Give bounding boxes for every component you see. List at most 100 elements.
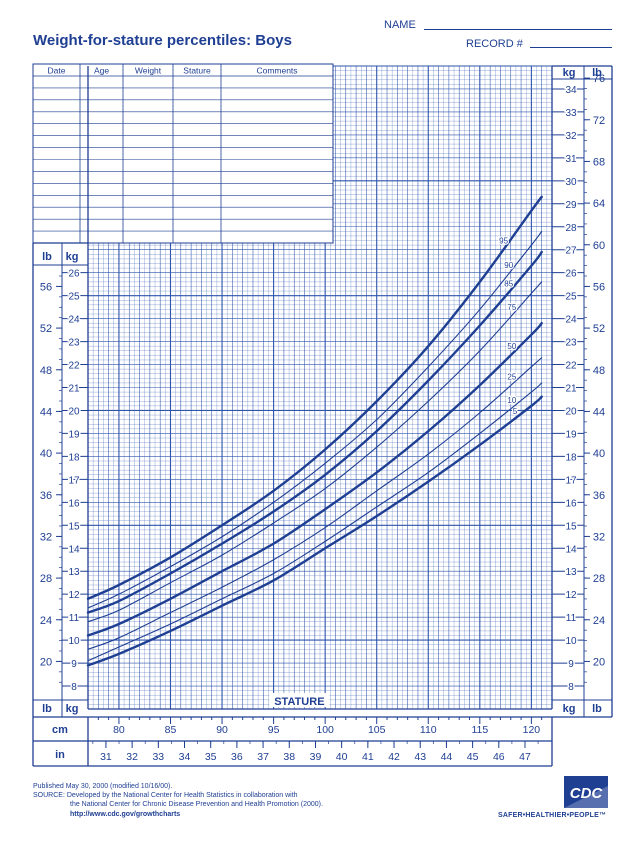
in-tick-label: 43 <box>414 751 426 763</box>
percentile-label-p95: 95 <box>499 236 508 245</box>
left-lb-tick-label: 28 <box>40 573 52 585</box>
cm-tick-label: 110 <box>420 724 437 736</box>
left-lb-tick-label: 48 <box>40 365 52 377</box>
record-table-header-date: Date <box>48 66 66 76</box>
right-kg-tick-label: 9 <box>568 659 574 670</box>
cm-tick-label: 90 <box>216 724 228 736</box>
name-field-line[interactable] <box>424 29 612 30</box>
left-kg-tick-label: 22 <box>68 361 80 372</box>
right-kg-tick-label: 19 <box>565 429 577 440</box>
left-lb-tick-label: 56 <box>40 281 52 293</box>
right-lb-tick-label: 28 <box>593 573 605 585</box>
record-table-row[interactable] <box>33 195 333 207</box>
right-kg-tick-label: 20 <box>565 406 577 417</box>
in-tick-label: 35 <box>205 751 217 763</box>
left-lb-tick-label: 40 <box>40 448 52 460</box>
right-lb-tick-label: 44 <box>593 406 605 418</box>
record-table-row[interactable] <box>33 100 333 112</box>
right-lb-tick-label: 60 <box>593 240 605 252</box>
record-table-row[interactable] <box>33 136 333 148</box>
right-kg-tick-label: 26 <box>565 269 577 280</box>
left-kg-tick-label: 23 <box>68 338 80 349</box>
right-lb-tick-label: 32 <box>593 531 605 543</box>
record-table-row[interactable] <box>33 160 333 172</box>
percentile-label-p5: 5 <box>513 407 518 416</box>
right-kg-tick-label: 17 <box>565 475 577 486</box>
right-lb-tick-label: 64 <box>593 198 605 210</box>
record-table-row[interactable] <box>33 112 333 124</box>
left-kg-tick-label: 11 <box>69 613 80 624</box>
right-lb-tick-label: 56 <box>593 281 605 293</box>
record-table-header-weight: Weight <box>135 66 162 76</box>
left-lb-unit-label-bottom: lb <box>42 703 52 715</box>
record-table-header-age: Age <box>94 66 109 76</box>
right-lb-unit-label: lb <box>592 67 602 79</box>
record-table-row[interactable] <box>33 148 333 160</box>
left-kg-unit-label: kg <box>66 251 79 263</box>
record-table-row[interactable] <box>33 88 333 100</box>
in-tick-label: 34 <box>179 751 191 763</box>
percentile-curve-p75 <box>87 281 543 623</box>
cm-tick-label: 100 <box>316 724 334 736</box>
left-kg-tick-label: 19 <box>68 429 80 440</box>
in-unit-label: in <box>55 749 65 761</box>
left-kg-tick-label: 8 <box>71 682 77 693</box>
record-label: RECORD # <box>466 38 523 50</box>
in-tick-label: 46 <box>493 751 505 763</box>
left-kg-tick-label: 18 <box>68 452 80 463</box>
right-kg-tick-label: 27 <box>565 246 577 257</box>
left-kg-tick-label: 9 <box>71 659 77 670</box>
cm-tick-label: 115 <box>471 724 488 736</box>
left-lb-unit-label: lb <box>42 251 52 263</box>
growthcharts-link[interactable]: http://www.cdc.gov/growthcharts <box>70 811 181 818</box>
in-tick-label: 39 <box>310 751 322 763</box>
record-table-row[interactable] <box>33 124 333 136</box>
right-kg-tick-label: 13 <box>565 567 577 578</box>
record-table-row[interactable] <box>33 207 333 219</box>
right-lb-tick-label: 52 <box>593 323 605 335</box>
record-table-row[interactable] <box>33 171 333 183</box>
record-table-row[interactable] <box>33 219 333 231</box>
record-table-row[interactable] <box>33 183 333 195</box>
cm-tick-label: 105 <box>368 724 386 736</box>
cm-tick-label: 120 <box>523 724 541 736</box>
left-kg-tick-label: 15 <box>68 521 80 532</box>
percentile-label-p85: 85 <box>504 280 513 289</box>
right-kg-tick-label: 32 <box>565 131 577 142</box>
stature-axis-label: STATURE <box>274 696 324 708</box>
in-tick-label: 42 <box>388 751 400 763</box>
record-table-header-stature: Stature <box>183 66 211 76</box>
percentile-label-p50: 50 <box>507 342 516 351</box>
record-table-header-comments: Comments <box>256 66 297 76</box>
left-kg-tick-label: 24 <box>68 315 80 326</box>
record-table-row[interactable] <box>33 76 333 88</box>
left-kg-unit-label-bottom: kg <box>66 703 79 715</box>
right-kg-tick-label: 8 <box>568 682 574 693</box>
right-lb-tick-label: 76 <box>593 73 605 85</box>
right-lb-tick-label: 36 <box>593 490 605 502</box>
left-kg-tick-label: 26 <box>68 269 80 280</box>
percentile-label-p75: 75 <box>507 303 516 312</box>
cm-tick-label: 95 <box>268 724 280 736</box>
right-kg-tick-label: 28 <box>565 223 577 234</box>
in-tick-label: 38 <box>283 751 295 763</box>
source-line-2: the National Center for Chronic Disease … <box>70 801 323 808</box>
in-tick-label: 45 <box>467 751 479 763</box>
right-lb-tick-label: 20 <box>593 656 605 668</box>
right-lb-tick-label: 48 <box>593 365 605 377</box>
cdc-logo-text: CDC <box>570 785 604 802</box>
record-table-row[interactable] <box>33 231 333 243</box>
in-tick-label: 47 <box>519 751 531 763</box>
percentile-curve-p10 <box>87 382 543 662</box>
right-kg-tick-label: 33 <box>565 108 577 119</box>
percentile-curve-p25 <box>87 357 543 650</box>
in-tick-label: 40 <box>336 751 348 763</box>
cdc-logo: CDC <box>564 776 608 808</box>
right-kg-tick-label: 12 <box>565 590 577 601</box>
record-field-line[interactable] <box>530 47 612 48</box>
left-lb-tick-label: 20 <box>40 656 52 668</box>
left-kg-tick-label: 16 <box>68 498 80 509</box>
source-line-1: SOURCE: Developed by the National Center… <box>33 792 298 799</box>
